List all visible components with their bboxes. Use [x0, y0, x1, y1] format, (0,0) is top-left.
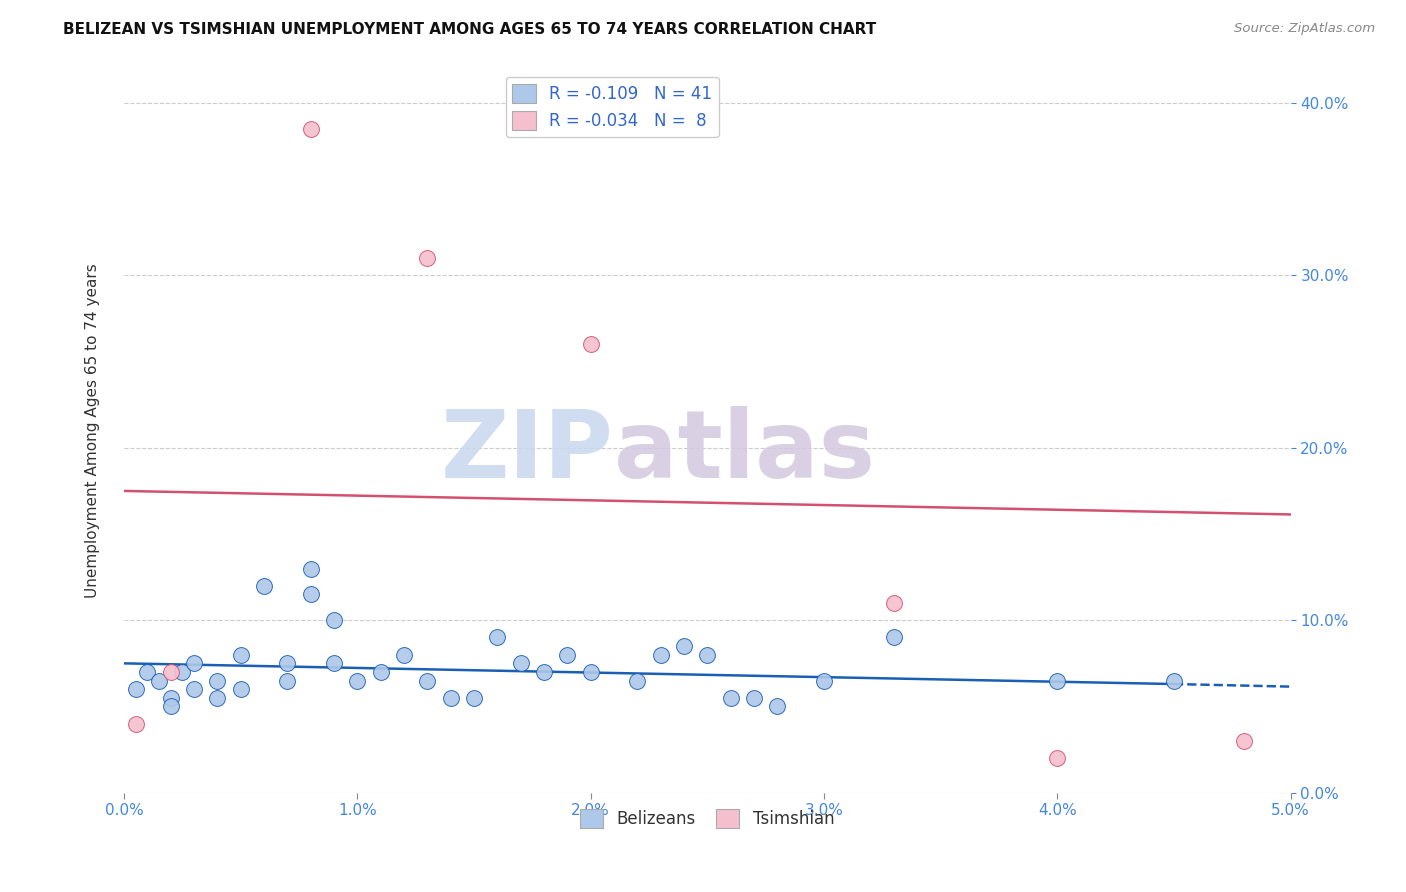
Point — [299, 121, 322, 136]
Point — [322, 613, 344, 627]
Text: ZIP: ZIP — [441, 407, 614, 499]
Point — [509, 657, 531, 671]
Point — [696, 648, 718, 662]
Point — [416, 673, 439, 688]
Point — [486, 631, 509, 645]
Point — [299, 561, 322, 575]
Point — [136, 665, 159, 679]
Point — [1163, 673, 1185, 688]
Point — [463, 690, 485, 705]
Text: Source: ZipAtlas.com: Source: ZipAtlas.com — [1234, 22, 1375, 36]
Point — [159, 690, 181, 705]
Point — [322, 657, 344, 671]
Point — [392, 648, 415, 662]
Point — [439, 690, 461, 705]
Point — [124, 716, 146, 731]
Point — [720, 690, 742, 705]
Point — [1046, 751, 1069, 765]
Point — [555, 648, 578, 662]
Point — [183, 682, 205, 697]
Point — [579, 665, 602, 679]
Point — [416, 251, 439, 265]
Point — [253, 579, 276, 593]
Point — [276, 657, 298, 671]
Point — [883, 631, 905, 645]
Point — [229, 648, 252, 662]
Text: atlas: atlas — [614, 407, 875, 499]
Point — [299, 587, 322, 601]
Point — [650, 648, 672, 662]
Point — [813, 673, 835, 688]
Point — [579, 337, 602, 351]
Point — [766, 699, 789, 714]
Point — [883, 596, 905, 610]
Point — [1046, 673, 1069, 688]
Point — [207, 690, 229, 705]
Text: BELIZEAN VS TSIMSHIAN UNEMPLOYMENT AMONG AGES 65 TO 74 YEARS CORRELATION CHART: BELIZEAN VS TSIMSHIAN UNEMPLOYMENT AMONG… — [63, 22, 876, 37]
Point — [276, 673, 298, 688]
Point — [742, 690, 765, 705]
Point — [533, 665, 555, 679]
Point — [183, 657, 205, 671]
Point — [626, 673, 648, 688]
Point — [1233, 734, 1256, 748]
Legend: Belizeans, Tsimshian: Belizeans, Tsimshian — [574, 803, 841, 835]
Point — [148, 673, 170, 688]
Point — [124, 682, 146, 697]
Point — [346, 673, 368, 688]
Point — [172, 665, 194, 679]
Point — [159, 665, 181, 679]
Point — [229, 682, 252, 697]
Point — [159, 699, 181, 714]
Point — [672, 639, 695, 653]
Point — [207, 673, 229, 688]
Y-axis label: Unemployment Among Ages 65 to 74 years: Unemployment Among Ages 65 to 74 years — [86, 263, 100, 598]
Point — [370, 665, 392, 679]
